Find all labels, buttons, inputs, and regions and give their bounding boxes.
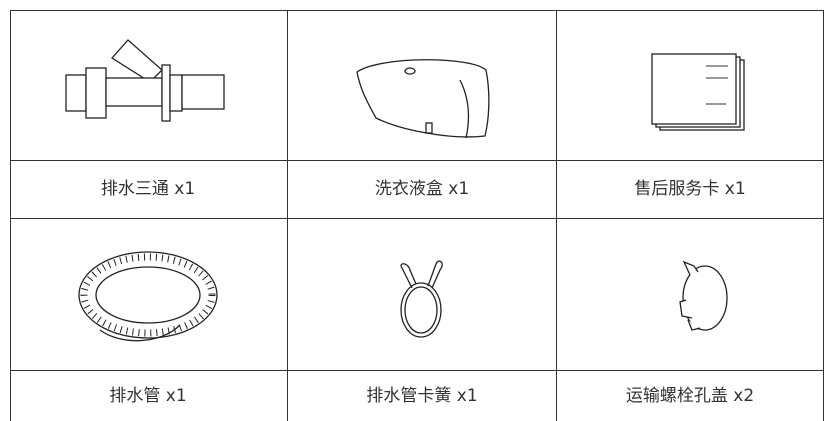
tee-pipe-icon xyxy=(65,39,225,122)
item-label: 排水管 x1 xyxy=(109,386,187,406)
item-label: 售后服务卡 x1 xyxy=(634,179,746,199)
item-label: 运输螺栓孔盖 x2 xyxy=(625,386,755,406)
detergent-box-icon xyxy=(356,59,490,139)
grid xyxy=(10,10,824,421)
service-card-icon xyxy=(651,53,745,131)
item-label: 排水三通 x1 xyxy=(100,179,196,199)
item-label: 排水管卡簧 x1 xyxy=(366,386,478,406)
drain-hose-icon xyxy=(78,251,218,342)
item-label: 洗衣液盒 x1 xyxy=(374,179,470,199)
hose-clamp-icon xyxy=(400,260,443,338)
bolt-cap-icon xyxy=(679,260,728,331)
